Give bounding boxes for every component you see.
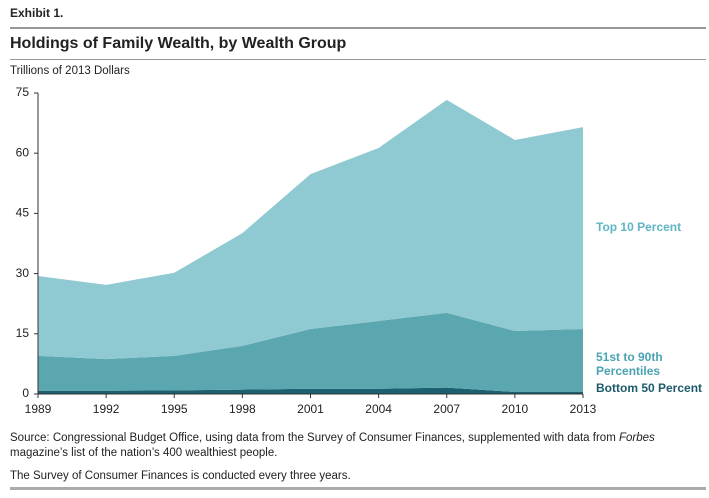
rule — [10, 59, 706, 60]
x-tick-label: 2007 — [433, 402, 460, 416]
exhibit-label: Exhibit 1. — [10, 6, 64, 20]
area — [38, 387, 583, 394]
series-label: Top 10 Percent — [596, 220, 682, 235]
source-italic: Forbes — [618, 432, 655, 444]
y-tick-label: 60 — [16, 145, 30, 159]
x-tick-label: 2013 — [570, 402, 597, 416]
source-text: Source: Congressional Budget Office, usi… — [10, 432, 619, 444]
series-label: Bottom 50 Percent — [596, 381, 703, 395]
chart-title: Holdings of Family Wealth, by Wealth Gro… — [10, 35, 347, 52]
y-tick-label: 0 — [22, 386, 29, 400]
y-tick-label: 75 — [16, 85, 30, 99]
area — [38, 312, 583, 392]
x-tick-label: 1998 — [229, 402, 256, 416]
y-tick-label: 30 — [16, 266, 30, 280]
x-tick-label: 2001 — [297, 402, 324, 416]
source: Source: Congressional Budget Office, usi… — [10, 431, 700, 461]
y-tick-label: 45 — [16, 206, 30, 220]
x-tick-label: 2010 — [502, 402, 529, 416]
y-tick-label: 15 — [16, 326, 30, 340]
y-axis-label: Trillions of 2013 Dollars — [10, 65, 130, 77]
series-label: 51st to 90th Percentiles — [596, 350, 663, 378]
x-tick-label: 1989 — [25, 402, 52, 416]
source-text: magazine’s list of the nation’s 400 weal… — [10, 447, 278, 459]
x-tick-label: 1992 — [93, 402, 120, 416]
rule — [10, 487, 706, 490]
note: The Survey of Consumer Finances is condu… — [10, 470, 351, 482]
rule — [10, 27, 706, 29]
x-tick-label: 2004 — [365, 402, 392, 416]
area — [38, 99, 583, 360]
x-tick-label: 1995 — [161, 402, 188, 416]
